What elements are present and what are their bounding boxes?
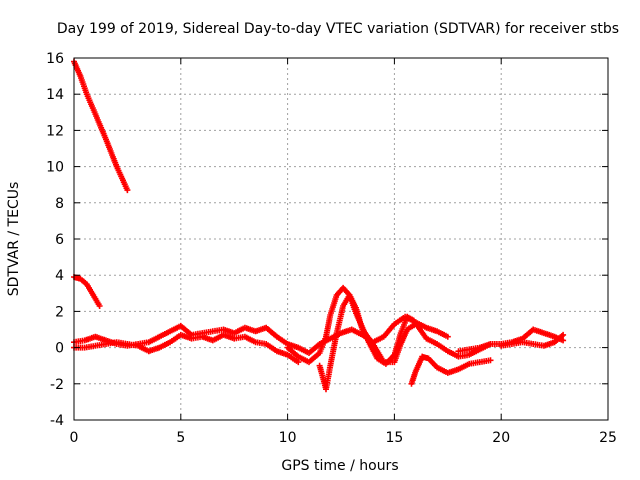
x-tick-label: 20 — [492, 430, 510, 446]
chart-title: Day 199 of 2019, Sidereal Day-to-day VTE… — [57, 21, 619, 37]
data-series — [71, 58, 567, 393]
y-tick-label: 4 — [55, 268, 64, 284]
y-tick-label: 10 — [46, 160, 64, 176]
x-tick-label: 25 — [599, 430, 617, 446]
x-axis-label: GPS time / hours — [281, 458, 398, 474]
x-tick-label: 15 — [385, 430, 403, 446]
series-markers — [498, 331, 567, 349]
series-markers — [408, 353, 494, 387]
series-markers — [316, 292, 419, 393]
series-markers — [71, 331, 302, 366]
series-storm-arc-2 — [316, 292, 419, 393]
y-tick-label: 6 — [55, 232, 64, 248]
series-markers — [284, 284, 494, 367]
series-mid-arc — [71, 274, 103, 309]
y-tick-label: 8 — [55, 196, 64, 212]
grid — [74, 58, 608, 420]
y-tick-label: 12 — [46, 123, 64, 139]
y-tick-label: -2 — [50, 377, 64, 393]
series-markers — [71, 58, 131, 194]
series-tail-arc-2 — [498, 331, 567, 349]
x-tick-label: 0 — [70, 430, 79, 446]
series-late-arc — [408, 353, 494, 387]
y-axis-label: SDTVAR / TECUs — [6, 182, 22, 297]
y-tick-label: 14 — [46, 87, 64, 103]
y-tick-labels: -4 -2 0 2 4 6 8 10 12 14 16 — [46, 51, 64, 429]
x-tick-label: 10 — [279, 430, 297, 446]
axis-ticks — [73, 57, 609, 421]
y-tick-label: 0 — [55, 341, 64, 357]
y-tick-label: -4 — [50, 413, 64, 429]
series-tail-arc — [455, 326, 567, 355]
series-markers — [455, 326, 567, 355]
x-tick-label: 5 — [176, 430, 185, 446]
series-high-arc — [71, 58, 131, 194]
series-storm-arc — [284, 284, 494, 367]
y-tick-label: 16 — [46, 51, 64, 67]
series-markers — [71, 274, 103, 309]
y-tick-label: 2 — [55, 304, 64, 320]
x-tick-labels: 0 5 10 15 20 25 — [70, 430, 617, 446]
series-baseline-b — [71, 331, 302, 366]
